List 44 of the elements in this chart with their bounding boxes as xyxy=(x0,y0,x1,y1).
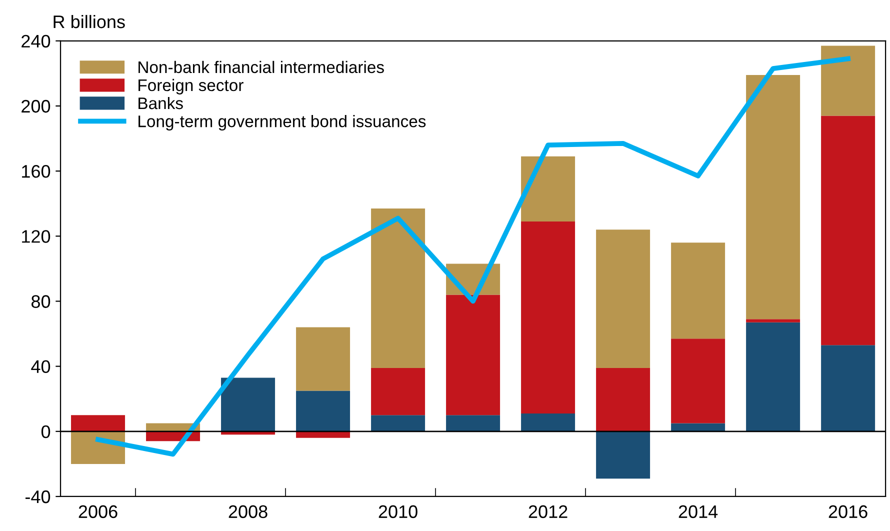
x-tick-label: 2008 xyxy=(228,505,268,518)
bar xyxy=(446,294,500,416)
bar xyxy=(821,46,876,116)
bar xyxy=(596,368,650,432)
bar xyxy=(596,230,650,368)
y-tick-label: 0 xyxy=(41,425,50,438)
bar xyxy=(296,390,350,432)
bar xyxy=(746,75,800,320)
bar xyxy=(446,415,500,432)
bar xyxy=(371,368,426,416)
bar xyxy=(71,415,126,432)
bar xyxy=(371,415,426,432)
bar xyxy=(821,116,876,346)
bar xyxy=(521,156,576,222)
x-tick-label: 2014 xyxy=(678,505,718,518)
bar xyxy=(821,345,876,432)
bar xyxy=(746,322,800,432)
bar xyxy=(296,327,350,391)
y-tick-label: 160 xyxy=(22,164,50,178)
bar xyxy=(746,319,800,322)
legend-label: Banks xyxy=(138,96,183,110)
bar xyxy=(596,431,650,479)
bar xyxy=(521,414,576,432)
bar xyxy=(671,242,726,339)
y-tick-label: -40 xyxy=(26,490,50,504)
legend-label: Foreign sector xyxy=(138,78,244,94)
y-tick-label: 240 xyxy=(22,34,50,48)
legend-label: Non-bank financial intermediaries xyxy=(138,60,384,74)
bar xyxy=(671,338,726,424)
y-tick-label: 40 xyxy=(31,360,50,374)
legend-label: Long-term government bond issuances xyxy=(138,114,426,131)
y-tick-label: 200 xyxy=(22,100,50,113)
bar xyxy=(221,378,276,432)
x-tick-label: 2012 xyxy=(528,505,568,518)
x-tick-label: 2016 xyxy=(828,505,868,518)
y-tick-label: 120 xyxy=(22,230,50,243)
line-series xyxy=(96,56,850,457)
bar xyxy=(521,222,576,414)
y-tick-label: 80 xyxy=(32,295,50,308)
y-axis-title: R billions xyxy=(54,14,125,28)
bar xyxy=(296,431,350,438)
x-tick-label: 2006 xyxy=(78,505,118,518)
x-tick-label: 2010 xyxy=(378,505,418,518)
bar xyxy=(371,208,426,368)
